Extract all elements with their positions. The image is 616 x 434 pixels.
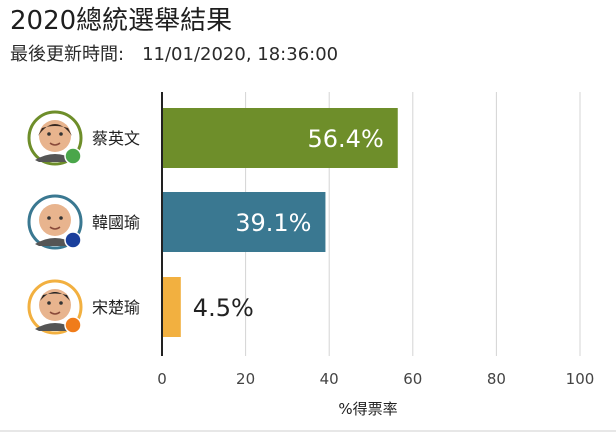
bar xyxy=(162,192,326,252)
party-badge-icon xyxy=(64,316,82,334)
x-tick-label: 20 xyxy=(236,370,255,388)
mouth-icon xyxy=(49,226,61,230)
candidate-name: 蔡英文 xyxy=(92,129,140,148)
candidate-name: 韓國瑜 xyxy=(92,213,140,232)
x-axis-title: %得票率 xyxy=(338,400,397,418)
bars xyxy=(162,108,398,337)
candidate-avatar xyxy=(27,279,83,335)
bar-value-label: 4.5% xyxy=(193,294,254,322)
x-tick-label: 60 xyxy=(403,370,422,388)
eye-icon xyxy=(47,132,51,136)
x-axis-ticks: 0 20 40 60 80 100 xyxy=(157,370,594,388)
x-tick-label: 40 xyxy=(320,370,339,388)
x-tick-label: 80 xyxy=(487,370,506,388)
eye-icon xyxy=(47,216,51,220)
x-tick-label: 0 xyxy=(157,370,167,388)
sun-icon xyxy=(64,231,82,249)
candidate-avatar xyxy=(27,110,83,166)
last-updated: 最後更新時間: 11/01/2020, 18:36:00 xyxy=(10,42,338,68)
leaf-icon xyxy=(64,147,82,165)
hair-icon xyxy=(40,292,70,301)
face-icon xyxy=(39,120,71,152)
face-icon xyxy=(39,204,71,236)
last-updated-label: 最後更新時間: xyxy=(10,44,125,65)
candidate-name: 宋楚瑜 xyxy=(92,298,140,317)
mouth-icon xyxy=(49,142,61,146)
bar-value-label: 56.4% xyxy=(308,125,384,153)
eye-icon xyxy=(47,301,51,305)
hair-icon xyxy=(38,124,72,136)
face-icon xyxy=(39,289,71,321)
last-updated-value: 11/01/2020, 18:36:00 xyxy=(142,44,339,65)
eye-icon xyxy=(59,301,63,305)
eye-icon xyxy=(59,132,63,136)
bar-labels: 56.4% 39.1% 4.5% xyxy=(193,125,384,322)
eye-icon xyxy=(59,216,63,220)
page-title: 2020總統選舉結果 xyxy=(10,6,233,36)
bar xyxy=(162,277,181,337)
x-tick-label: 100 xyxy=(566,370,595,388)
bar xyxy=(162,108,398,168)
bar-value-label: 39.1% xyxy=(235,209,311,237)
candidate-avatar xyxy=(27,194,83,250)
mouth-icon xyxy=(49,311,61,315)
